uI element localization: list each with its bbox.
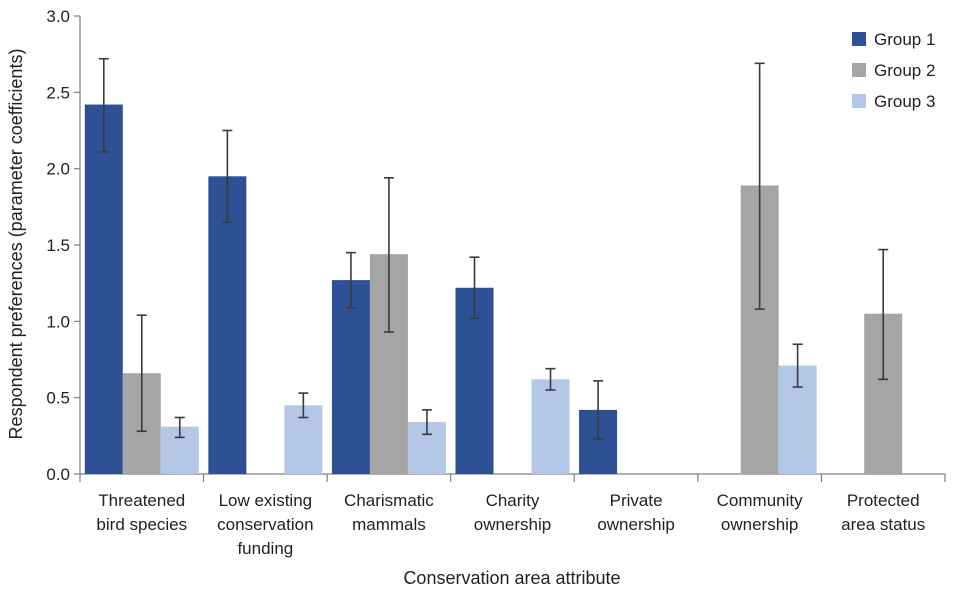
x-category-label: Charity xyxy=(486,491,540,510)
y-tick-label: 2.5 xyxy=(46,83,70,102)
x-category-label: Community xyxy=(717,491,803,510)
x-category-label: Protected xyxy=(847,491,920,510)
bar-group-1 xyxy=(208,176,247,475)
bar-group-1 xyxy=(331,280,370,474)
x-axis: Threatened bird species Low existing conser… xyxy=(79,473,946,558)
x-category-label: bird species xyxy=(96,515,187,534)
x-category-label: mammals xyxy=(352,515,426,534)
y-tick-label: 1.5 xyxy=(46,236,70,255)
error-bars-layer xyxy=(98,57,889,440)
bar-group-1 xyxy=(84,104,123,475)
x-category-label: Private xyxy=(610,491,663,510)
x-category-label: ownership xyxy=(597,515,675,534)
x-category-label: Threatened xyxy=(98,491,185,510)
legend-swatch xyxy=(852,63,866,77)
bars-layer xyxy=(84,104,903,475)
y-axis-title: Respondent preferences (parameter coeffi… xyxy=(6,49,26,440)
legend-label: Group 3 xyxy=(874,92,935,111)
y-tick-label: 2.0 xyxy=(46,160,70,179)
y-tick-label: 0.5 xyxy=(46,389,70,408)
legend-label: Group 1 xyxy=(874,30,935,49)
y-tick-label: 3.0 xyxy=(46,7,70,26)
x-category-label: area status xyxy=(841,515,925,534)
x-category-label: ownership xyxy=(721,515,799,534)
y-axis: 0.0 0.5 1.0 1.5 2.0 2.5 3.0 xyxy=(46,7,81,484)
y-tick-label: 0.0 xyxy=(46,465,70,484)
x-category-label: funding xyxy=(237,539,293,558)
legend-swatch xyxy=(852,32,866,46)
legend-swatch xyxy=(852,94,866,108)
x-axis-title: Conservation area attribute xyxy=(403,568,620,588)
legend-label: Group 2 xyxy=(874,61,935,80)
legend: Group 1 Group 2 Group 3 xyxy=(852,30,935,111)
x-category-label: Charismatic xyxy=(344,491,434,510)
y-tick-label: 1.0 xyxy=(46,312,70,331)
x-category-label: ownership xyxy=(474,515,552,534)
bar-group-3 xyxy=(531,379,570,474)
x-category-label: Low existing xyxy=(219,491,313,510)
x-category-label: conservation xyxy=(217,515,313,534)
